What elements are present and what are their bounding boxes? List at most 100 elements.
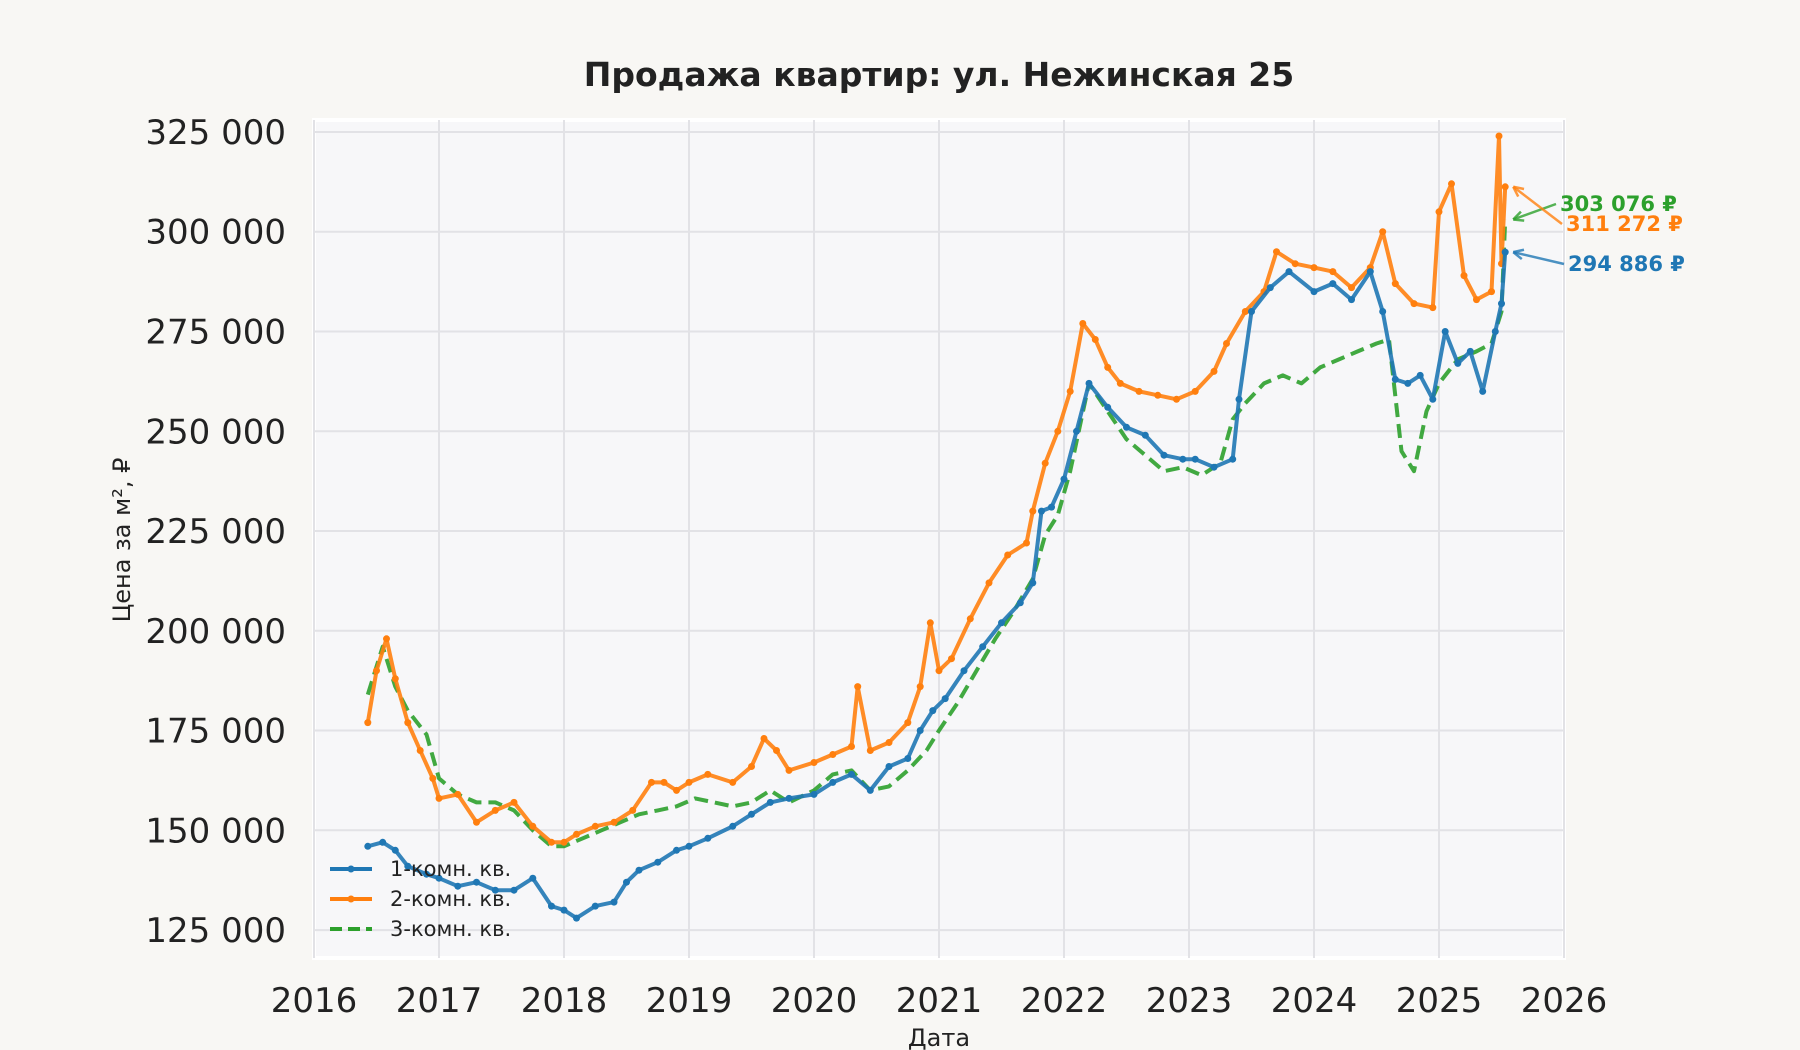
data-point [1154, 391, 1162, 399]
y-tick-label: 175 000 [145, 712, 286, 752]
data-point [1479, 387, 1487, 395]
data-point [848, 743, 855, 750]
data-point [473, 878, 480, 886]
data-point [729, 778, 737, 786]
end-label-arrowhead [1512, 210, 1525, 222]
data-point [941, 695, 949, 703]
data-point [1404, 379, 1412, 387]
data-point [1085, 379, 1093, 387]
data-point [454, 882, 462, 890]
data-point [1160, 451, 1168, 459]
data-point [1391, 280, 1399, 288]
data-point [1229, 455, 1237, 463]
legend-marker [347, 895, 355, 903]
data-point [1116, 379, 1124, 387]
data-point [885, 763, 893, 770]
data-point [916, 727, 924, 734]
legend-label: 3-комн. кв. [390, 917, 511, 941]
data-point [829, 778, 837, 786]
data-point [391, 675, 399, 683]
y-tick-label: 275 000 [145, 312, 286, 352]
series-1room [364, 248, 1509, 922]
data-point [1329, 280, 1337, 288]
data-point [591, 902, 599, 910]
data-point [391, 846, 399, 854]
data-point [491, 806, 499, 814]
data-point [1273, 248, 1280, 256]
y-tick-label: 125 000 [145, 911, 286, 951]
data-point [1501, 183, 1509, 191]
data-point [1179, 455, 1187, 463]
grid [313, 120, 1565, 958]
data-point [673, 846, 680, 854]
data-point [510, 886, 518, 894]
data-point [1210, 367, 1218, 375]
end-label-arrow [1512, 250, 1565, 266]
data-point [1488, 288, 1495, 296]
data-point [1454, 359, 1462, 367]
y-tick-label: 325 000 [145, 113, 286, 153]
legend-marker [347, 865, 355, 873]
data-point [1435, 208, 1443, 216]
data-point [548, 902, 555, 910]
data-point [429, 774, 437, 782]
data-point [810, 759, 818, 766]
data-point [904, 755, 912, 762]
data-point [810, 790, 818, 798]
data-point [1495, 132, 1503, 140]
data-point [926, 619, 934, 627]
data-point [454, 790, 462, 798]
data-point [1285, 268, 1293, 276]
data-point [1023, 539, 1030, 547]
data-point [1441, 328, 1449, 335]
data-point [1410, 300, 1418, 308]
data-point [1104, 403, 1112, 411]
data-point [866, 747, 874, 754]
data-point [591, 822, 599, 830]
end-label-1room: 294 886 ₽ [1568, 252, 1685, 276]
data-point [1173, 395, 1180, 403]
data-point [685, 842, 693, 850]
data-point [729, 822, 737, 830]
x-tick-label: 2025 [1396, 981, 1483, 1021]
data-point [866, 786, 874, 794]
y-axis: 125 000 150 000 175 000 200 000 225 000 250 0… [145, 113, 286, 951]
data-point [1060, 475, 1068, 483]
data-point [1466, 347, 1474, 355]
data-point [854, 683, 862, 691]
data-point [1210, 463, 1218, 471]
data-point [1266, 284, 1274, 292]
data-point [773, 747, 780, 754]
data-point [985, 579, 993, 587]
x-axis-label: Дата [908, 1024, 970, 1050]
y-tick-label: 250 000 [145, 412, 286, 452]
data-point [635, 866, 643, 874]
legend-item: 1-комн. кв. [330, 857, 511, 881]
data-point [648, 778, 655, 786]
x-tick-label: 2020 [771, 981, 858, 1021]
y-axis-label: Цена за м², ₽ [108, 458, 136, 623]
data-point [960, 667, 968, 675]
data-point [1379, 228, 1387, 236]
data-point [510, 798, 518, 806]
x-tick-label: 2021 [896, 981, 983, 1021]
x-tick-label: 2026 [1521, 981, 1608, 1021]
data-point [1104, 363, 1112, 371]
x-tick-label: 2017 [396, 981, 483, 1021]
data-point [610, 818, 618, 826]
data-point [435, 794, 443, 802]
data-point [1135, 387, 1143, 395]
data-point [1123, 423, 1130, 431]
data-point [529, 822, 537, 830]
y-tick-label: 225 000 [145, 512, 286, 552]
y-tick-label: 150 000 [145, 811, 286, 851]
data-point [1366, 268, 1374, 276]
data-point [1048, 503, 1055, 511]
data-point [364, 842, 372, 850]
data-point [623, 878, 630, 886]
data-point [785, 766, 793, 774]
data-point [1191, 387, 1199, 395]
data-point [1501, 248, 1509, 256]
series-line [365, 219, 1508, 849]
series-3room [365, 219, 1508, 849]
